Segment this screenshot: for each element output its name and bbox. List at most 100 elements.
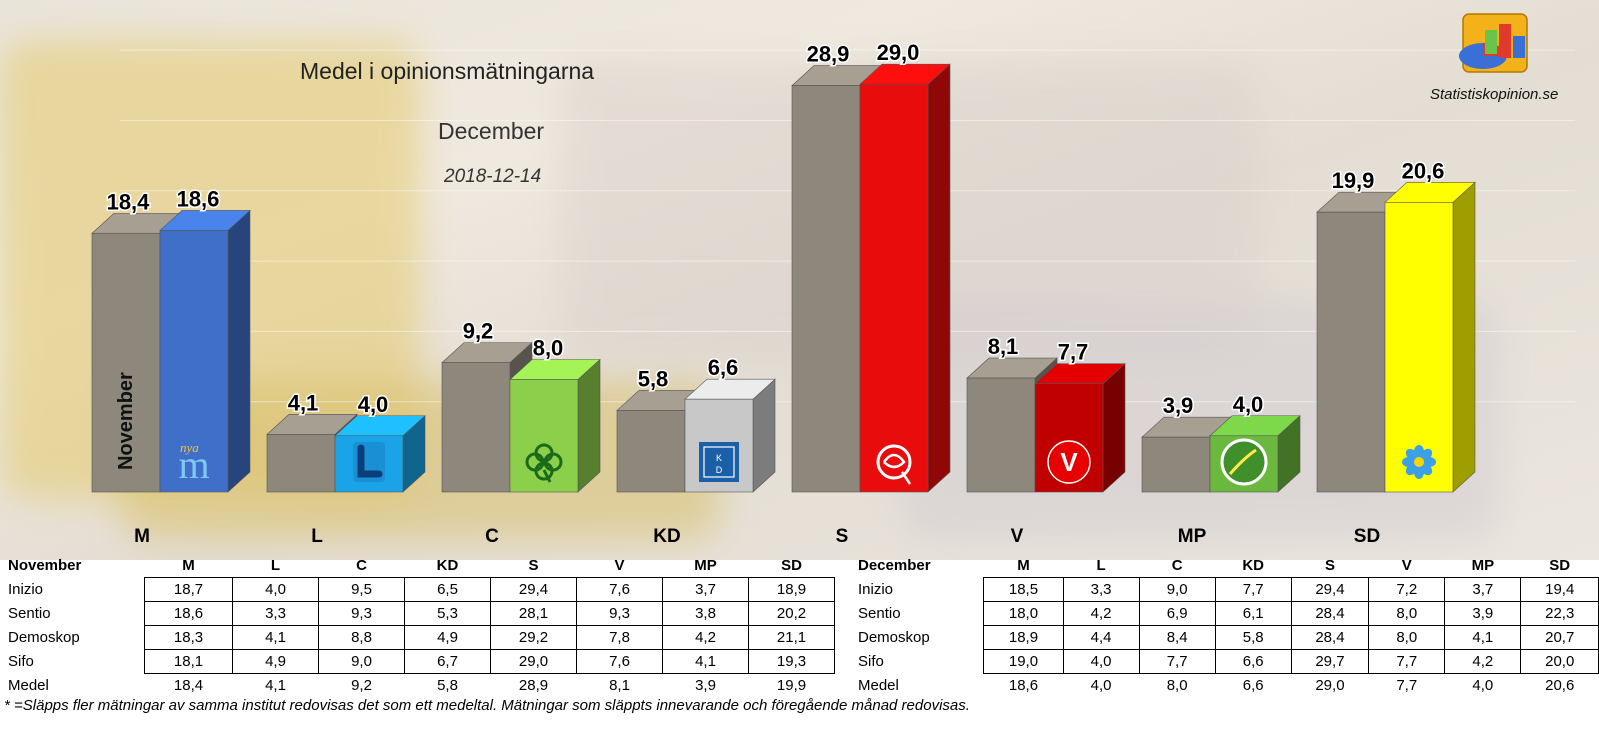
table-row: Demoskop 18,9 4,4 8,4 5,8 28,4 8,0 4,1 20,7 — [854, 625, 1599, 650]
table-cell: 28,1 — [490, 601, 577, 626]
table-cell: 6,9 — [1138, 601, 1216, 626]
centerpartiet-clover-icon — [525, 443, 563, 483]
table-cell: 20,6 — [1545, 677, 1575, 694]
bar-december-M-side — [227, 209, 251, 493]
bar-november-SD-front — [1316, 211, 1386, 493]
row-name-cell: Medel — [8, 676, 49, 694]
data-label-november-C: 9,2 — [463, 319, 494, 344]
bar-december-M-front — [159, 230, 229, 493]
liberalerna-logo-icon — [353, 442, 385, 482]
svg-text:m: m — [178, 442, 209, 487]
table-cell: 21,1 — [748, 625, 835, 650]
table-cell: 18,1 — [144, 649, 233, 674]
table-cell: 4,0 — [1090, 677, 1112, 694]
row-name-cell: Sifo — [858, 653, 884, 670]
table-cell: 7,7 — [1368, 649, 1446, 674]
table-cell: 29,7 — [1290, 649, 1370, 674]
table-cell: 7,6 — [576, 577, 663, 602]
bar-december-C — [509, 358, 601, 493]
chart-date: 2018-12-14 — [444, 166, 542, 187]
table-row: Inizio 18,5 3,3 9,0 7,7 29,4 7,2 3,7 19,4 — [854, 577, 1599, 602]
svg-text:K: K — [716, 453, 722, 463]
table-cell: 8,0 — [1368, 625, 1446, 650]
brand-label: Statistiskopinion.se — [1430, 86, 1559, 103]
table-cell: 18,0 — [983, 601, 1064, 626]
table-cell: 6,5 — [404, 577, 491, 602]
bar-december-SD-side — [1452, 181, 1476, 493]
table-row: Sifo 19,0 4,0 7,7 6,6 29,7 7,7 4,2 20,0 — [854, 649, 1599, 674]
table-row: Sentio 18,0 4,2 6,9 6,1 28,4 8,0 3,9 22,3 — [854, 601, 1599, 626]
bar-november-C-front — [441, 362, 511, 493]
column-header: KD — [1242, 557, 1264, 574]
table-header-cell: November — [8, 557, 82, 575]
table-cell: 8,0 — [1166, 677, 1188, 694]
table-cell: 9,0 — [1138, 577, 1216, 602]
table-cell: 9,0 — [318, 649, 405, 674]
table-cell: 4,2 — [1444, 649, 1522, 674]
chart-subtitle: December — [438, 118, 545, 144]
bar-november-MP-front — [1141, 436, 1211, 493]
table-cell: 18,5 — [983, 577, 1064, 602]
bar-december-SD-front — [1384, 202, 1454, 493]
table-cell: 28,4 — [1290, 601, 1370, 626]
column-header: M — [182, 557, 195, 574]
table-cell: 4,1 — [265, 677, 286, 694]
data-label-december-SD: 20,6 — [1402, 158, 1445, 183]
november-table: November M L C KD S V MP SD Inizio 18,7 4,0 9,5 6,5 29… — [4, 554, 835, 697]
table-cell: 18,9 — [748, 577, 835, 602]
footnote: * =Släpps fler mätningar av samma instit… — [4, 697, 970, 714]
data-label-december-V: 7,7 — [1058, 340, 1089, 365]
table-cell: 29,4 — [490, 577, 577, 602]
table-cell: 4,1 — [662, 649, 749, 674]
table-cell: 4,1 — [232, 625, 319, 650]
table-cell: 4,1 — [1444, 625, 1522, 650]
bar-december-S-side — [927, 63, 951, 493]
category-label-L: L — [311, 526, 323, 547]
bar-december-V-side — [1102, 363, 1126, 493]
data-label-november-L: 4,1 — [288, 390, 319, 415]
table-cell: 3,9 — [1444, 601, 1522, 626]
socialdemokraterna-rose-icon — [876, 444, 912, 485]
table-cell: 8,0 — [1368, 601, 1446, 626]
table-cell: 18,3 — [144, 625, 233, 650]
table-row: Demoskop 18,3 4,1 8,8 4,9 29,2 7,8 4,2 21,1 — [4, 625, 835, 650]
column-header: MP — [1471, 557, 1495, 574]
table-cell: 4,0 — [1062, 649, 1140, 674]
chart-title: Medel i opinionsmätningarna — [300, 58, 595, 84]
table-cell: 8,4 — [1138, 625, 1216, 650]
table-cell: 3,9 — [695, 677, 716, 694]
column-header: V — [614, 557, 625, 574]
table-row: Inizio 18,7 4,0 9,5 6,5 29,4 7,6 3,7 18,9 — [4, 577, 835, 602]
table-row: Medel 18,4 4,1 9,2 5,8 28,9 8,1 3,9 19,9 — [4, 674, 835, 698]
table-cell: 7,6 — [576, 649, 663, 674]
data-label-november-V: 8,1 — [988, 334, 1019, 359]
row-name-cell: Sentio — [8, 605, 51, 622]
column-header: KD — [436, 557, 459, 574]
column-header: SD — [1549, 557, 1571, 574]
table-cell: 3,7 — [1444, 577, 1522, 602]
november-bar-label: November — [115, 372, 137, 470]
table-header-row: December M L C KD S V MP SD — [854, 554, 1599, 578]
table-cell: 3,3 — [1062, 577, 1140, 602]
category-label-S: S — [836, 526, 849, 547]
table-cell: 6,6 — [1214, 649, 1292, 674]
table-cell: 7,7 — [1396, 677, 1418, 694]
column-header: SD — [781, 557, 802, 574]
row-name-cell: Medel — [858, 676, 899, 694]
column-header: MP — [694, 557, 717, 574]
bar-december-C-front — [509, 379, 579, 493]
category-label-KD: KD — [653, 526, 680, 547]
table-cell: 4,0 — [232, 577, 319, 602]
table-cell: 8,8 — [318, 625, 405, 650]
category-label-C: C — [485, 526, 499, 547]
table-cell: 3,3 — [232, 601, 319, 626]
table-cell: 29,4 — [1290, 577, 1370, 602]
table-cell: 19,9 — [776, 677, 807, 694]
statistiskopinion-logo-icon — [1459, 13, 1528, 73]
table-header-row: November M L C KD S V MP SD — [4, 554, 835, 578]
table-cell: 19,0 — [983, 649, 1064, 674]
category-label-M: M — [134, 526, 150, 547]
data-label-november-M: 18,4 — [107, 189, 151, 214]
table-cell: 9,3 — [318, 601, 405, 626]
